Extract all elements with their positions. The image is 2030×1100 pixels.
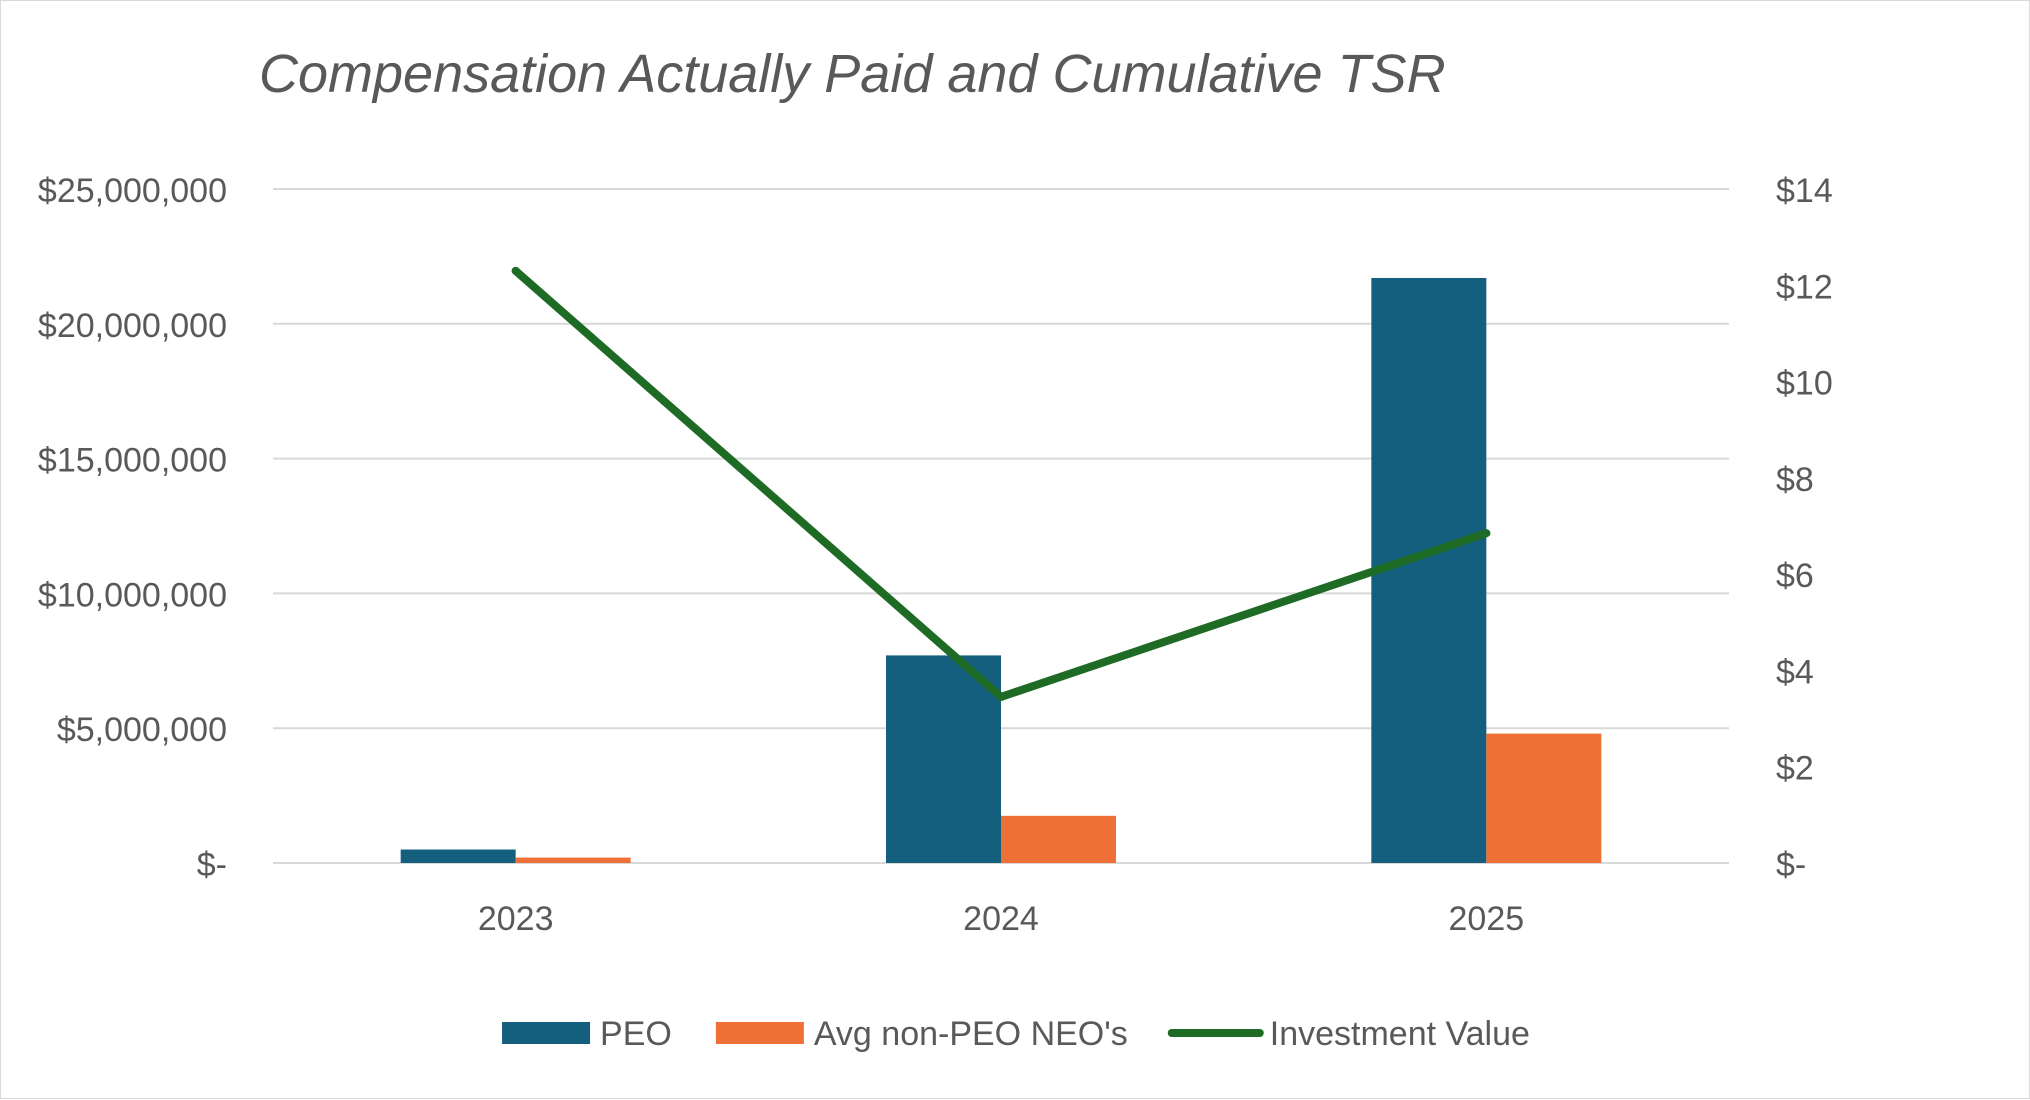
left-axis: $- $5,000,000 $10,000,000 $15,000,000 $20,00… — [38, 172, 227, 884]
avg-neo-bar-2025 — [1486, 733, 1602, 863]
bar-series — [400, 277, 1602, 863]
avg-neo-bar-2024 — [1001, 815, 1116, 863]
right-axis-tick-label: $10 — [1776, 365, 1833, 403]
investment-value-point-2024 — [997, 692, 1005, 701]
peo-bar-2024 — [886, 655, 1001, 863]
peo-bar-2025 — [1371, 277, 1487, 863]
right-axis-tick-label: $8 — [1776, 461, 1814, 499]
left-axis-tick-label: $- — [197, 846, 227, 884]
legend-avg-neo-label: Avg non-PEO NEO's — [814, 1015, 1128, 1053]
left-axis-tick-label: $10,000,000 — [38, 576, 227, 614]
legend-peo-swatch — [502, 1022, 591, 1044]
right-axis-tick-label: $6 — [1776, 557, 1814, 595]
category-label: 2024 — [963, 900, 1039, 938]
legend-avg-neo-swatch — [715, 1022, 804, 1044]
legend: PEO Avg non-PEO NEO's Investment Value — [502, 1015, 1530, 1053]
right-axis: $- $2 $4 $6 $8 $10 $12 $14 — [1776, 172, 1833, 884]
right-axis-tick-label: $14 — [1776, 172, 1833, 210]
right-axis-tick-label: $12 — [1776, 268, 1833, 306]
right-axis-tick-label: $2 — [1776, 750, 1814, 788]
left-axis-tick-label: $15,000,000 — [38, 442, 227, 480]
left-axis-tick-label: $20,000,000 — [38, 307, 227, 345]
category-axis: 2023 2024 2025 — [478, 900, 1524, 938]
legend-investment-value-label: Investment Value — [1270, 1015, 1530, 1053]
avg-neo-bar-2023 — [515, 857, 631, 863]
legend-peo-label: PEO — [600, 1015, 672, 1053]
investment-value-line — [511, 266, 1491, 701]
right-axis-tick-label: $4 — [1776, 653, 1814, 691]
chart-title: Compensation Actually Paid and Cumulativ… — [259, 44, 1446, 104]
right-axis-tick-label: $- — [1776, 846, 1806, 884]
investment-value-point-2023 — [511, 266, 520, 275]
investment-line — [511, 266, 1491, 701]
peo-bar-2023 — [400, 849, 516, 863]
category-label: 2025 — [1449, 900, 1525, 938]
left-axis-tick-label: $25,000,000 — [38, 172, 227, 210]
category-label: 2023 — [478, 900, 554, 938]
investment-value-point-2025 — [1482, 529, 1491, 538]
left-axis-tick-label: $5,000,000 — [57, 711, 227, 749]
